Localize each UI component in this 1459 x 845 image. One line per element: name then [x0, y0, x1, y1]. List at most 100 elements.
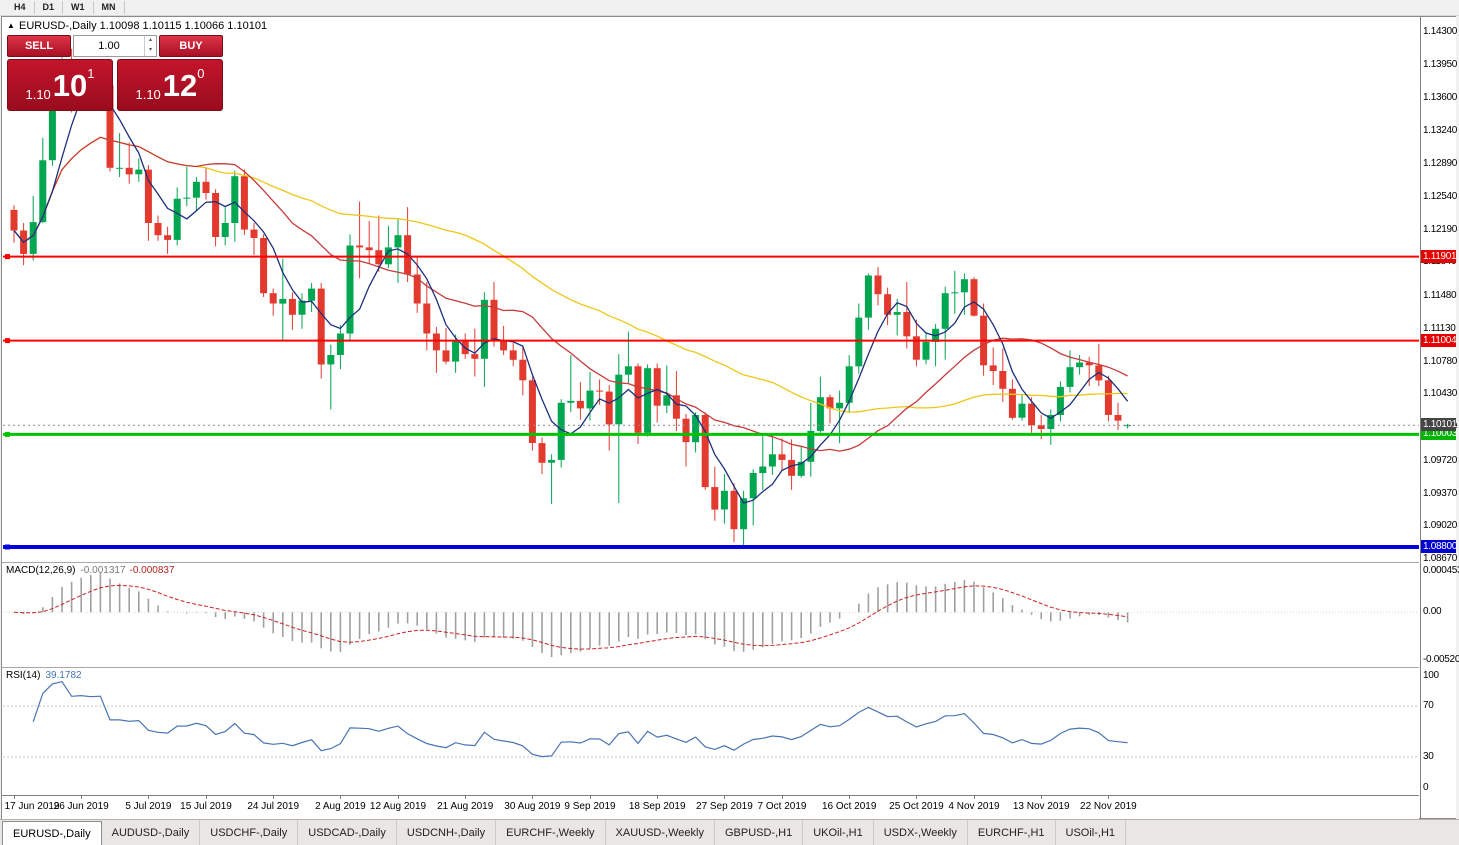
volume-increase-icon[interactable]: ▴ — [148, 37, 152, 43]
timeframe-mn-button[interactable]: MN — [94, 1, 125, 14]
volume-value[interactable]: 1.00 — [98, 40, 120, 52]
price-scale-tick: 1.12890 — [1423, 158, 1458, 170]
time-axis-tick — [782, 796, 783, 799]
chart-ohlc-values: 1.10098 1.10115 1.10066 1.10101 — [99, 20, 268, 32]
volume-field[interactable]: 1.00 ▴ ▾ — [73, 35, 157, 57]
pane-separator[interactable] — [2, 667, 1419, 668]
time-axis-label: 17 Jun 2019 — [4, 801, 60, 812]
timeframe-d1-button[interactable]: D1 — [35, 1, 64, 14]
chart-tab-bar: EURUSD-,Daily AUDUSD-,Daily USDCHF-,Daily U… — [0, 819, 1459, 845]
chart-tab-usdx-weekly[interactable]: USDX-,Weekly — [874, 820, 968, 845]
level-price-box: 1.08800 — [1421, 540, 1458, 554]
time-axis-label: 2 Aug 2019 — [315, 801, 366, 812]
time-axis-label: 15 Jul 2019 — [180, 801, 232, 812]
macd-main-value: -0.001317 — [80, 565, 126, 576]
volume-stepper[interactable]: ▴ ▾ — [144, 36, 156, 56]
chart-tab-usdcnh-daily[interactable]: USDCNH-,Daily — [397, 820, 497, 845]
macd-indicator-label: MACD(12,26,9) -0.001317 -0.000837 — [6, 565, 175, 576]
level-price-box: 1.11004 — [1421, 333, 1457, 347]
time-axis-tick — [465, 796, 467, 799]
timeframe-w1-button[interactable]: W1 — [63, 1, 94, 14]
time-axis-label: 26 Jun 2019 — [53, 801, 109, 812]
chart-window: 17 Jun 2019 26 Jun 2019 5 Jul 2019 15 Jul 2… — [1, 16, 1459, 819]
time-axis-tick — [590, 796, 591, 799]
rsi-scale[interactable]: 100 70 30 0 — [1421, 668, 1456, 795]
time-axis-label: 21 Aug 2019 — [437, 801, 494, 812]
rsi-scale-tick: 100 — [1423, 670, 1439, 681]
macd-pane[interactable] — [3, 563, 1419, 667]
time-axis-tick — [974, 796, 975, 799]
price-scale-tick: 1.10780 — [1423, 355, 1458, 367]
chart-tab-usoil-h1[interactable]: USOil-,H1 — [1056, 820, 1127, 845]
time-axis-tick — [657, 796, 659, 799]
time-axis-tick — [340, 796, 342, 799]
macd-name: MACD(12,26,9) — [6, 565, 76, 576]
buy-price-sup: 0 — [197, 66, 205, 81]
time-axis-label: 9 Sep 2019 — [564, 801, 616, 812]
macd-scale[interactable]: 0.0004536 0.00 -0.00520 — [1421, 563, 1459, 667]
chart-tab-eurusd-daily[interactable]: EURUSD-,Daily — [2, 821, 102, 845]
volume-decrease-icon[interactable]: ▾ — [148, 47, 152, 53]
time-axis-label: 18 Sep 2019 — [628, 801, 686, 812]
chart-tab-audusd-daily[interactable]: AUDUSD-,Daily — [102, 820, 201, 845]
price-scale-column[interactable]: 1.14300 1.13950 1.13600 1.13240 1.12890 1.125… — [1420, 17, 1459, 818]
buy-price-display[interactable]: 1.10 12 0 — [117, 59, 223, 111]
rsi-pane[interactable] — [3, 668, 1419, 795]
time-axis-tick — [916, 796, 918, 799]
chart-tab-usdcad-daily[interactable]: USDCAD-,Daily — [298, 820, 397, 845]
price-scale-tick: 1.13600 — [1423, 91, 1458, 103]
rsi-value: 39.1782 — [45, 670, 82, 681]
time-axis-tick — [849, 796, 851, 799]
sell-price-small: 1.10 — [25, 87, 51, 102]
chart-tab-usdchf-daily[interactable]: USDCHF-,Daily — [200, 820, 299, 845]
level-price-box: 1.11901 — [1421, 249, 1457, 263]
time-axis-tick — [398, 796, 399, 799]
price-scale-tick: 1.09020 — [1423, 520, 1458, 532]
buy-price-small: 1.10 — [135, 87, 161, 102]
sell-button[interactable]: SELL — [7, 35, 71, 57]
time-axis-tick — [148, 796, 150, 799]
sell-price-sup: 1 — [87, 66, 95, 81]
time-axis-tick — [81, 796, 83, 799]
time-axis-tick — [273, 796, 275, 799]
chart-tab-ukoil-h1[interactable]: UKOil-,H1 — [803, 820, 874, 845]
time-axis-label: 5 Jul 2019 — [125, 801, 172, 812]
collapse-arrow-icon[interactable]: ▲ — [7, 21, 15, 30]
time-axis-tick — [1108, 796, 1110, 799]
rsi-scale-tick: 70 — [1423, 700, 1434, 712]
time-axis[interactable]: 17 Jun 2019 26 Jun 2019 5 Jul 2019 15 Jul 2… — [2, 795, 1419, 819]
time-axis-label: 27 Sep 2019 — [696, 801, 753, 812]
rsi-scale-tick: 30 — [1423, 750, 1434, 762]
rsi-indicator-label: RSI(14) 39.1782 — [6, 670, 82, 681]
price-scale-tick: 1.08670 — [1423, 553, 1458, 565]
price-scale-tick: 1.14300 — [1423, 25, 1458, 37]
chart-symbol-period: EURUSD-,Daily — [18, 20, 97, 32]
pane-separator[interactable] — [2, 562, 1419, 563]
chart-tab-eurchf-h1[interactable]: EURCHF-,H1 — [968, 820, 1056, 845]
current-price-box: 1.10101 — [1421, 418, 1458, 432]
macd-scale-tick: 0.0004536 — [1423, 565, 1459, 576]
macd-scale-tick: -0.00520 — [1423, 654, 1459, 665]
time-axis-label: 22 Nov 2019 — [1080, 801, 1137, 812]
price-scale-tick: 1.13240 — [1423, 125, 1458, 137]
chart-tab-xauusd-weekly[interactable]: XAUUSD-,Weekly — [606, 820, 715, 845]
time-axis-tick — [1041, 796, 1043, 799]
time-axis-label: 4 Nov 2019 — [948, 801, 1000, 812]
price-chart-pane[interactable] — [3, 17, 1419, 562]
chart-tab-eurchf-weekly[interactable]: EURCHF-,Weekly — [496, 820, 606, 845]
price-scale-tick: 1.12190 — [1423, 223, 1458, 235]
price-scale[interactable]: 1.14300 1.13950 1.13600 1.13240 1.12890 1.125… — [1421, 17, 1458, 565]
time-axis-label: 24 Jul 2019 — [247, 801, 300, 812]
sell-price-display[interactable]: 1.10 10 1 — [7, 59, 113, 111]
macd-signal-value: -0.000837 — [129, 565, 175, 576]
time-axis-tick — [724, 796, 726, 799]
buy-button[interactable]: BUY — [159, 35, 223, 57]
rsi-name: RSI(14) — [6, 670, 41, 681]
chart-tab-gbpusd-h1[interactable]: GBPUSD-,H1 — [715, 820, 804, 845]
timeframe-toolbar: H4 D1 W1 MN — [0, 0, 1459, 16]
time-axis-label: 25 Oct 2019 — [889, 801, 944, 812]
price-scale-tick: 1.09720 — [1423, 454, 1458, 466]
timeframe-h4-button[interactable]: H4 — [6, 1, 35, 14]
time-axis-tick — [206, 796, 207, 799]
buy-price-big: 12 — [162, 67, 198, 103]
